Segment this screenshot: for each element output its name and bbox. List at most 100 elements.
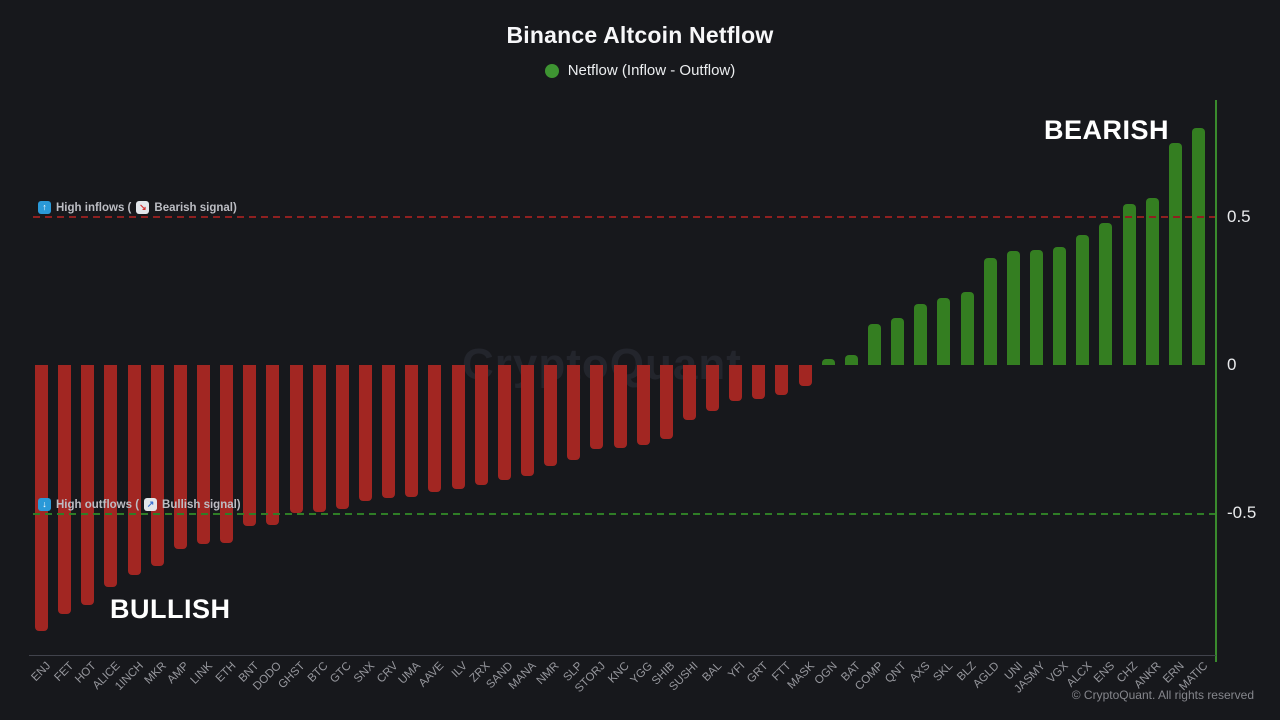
high-inflows-annotation: ↑ High inflows ( ↘ Bearish signal) bbox=[38, 201, 237, 214]
x-tick-label-LINK: LINK bbox=[188, 660, 215, 687]
bar-UNI bbox=[1006, 251, 1020, 365]
legend-label: Netflow (Inflow - Outflow) bbox=[567, 62, 736, 79]
bar-SNX bbox=[358, 365, 372, 502]
bar-JASMY bbox=[1030, 249, 1044, 365]
bar-1INCH bbox=[127, 365, 141, 576]
y-tick-label-0: 0 bbox=[1227, 355, 1237, 374]
bar-BNT bbox=[243, 365, 257, 527]
x-tick-label-ALCX: ALCX bbox=[1064, 660, 1095, 690]
bar-ANKR bbox=[1145, 197, 1159, 365]
x-tick-label-SNX: SNX bbox=[351, 660, 377, 686]
bar-SLP bbox=[567, 365, 581, 460]
bar-DODO bbox=[266, 365, 280, 525]
bar-FET bbox=[58, 365, 72, 614]
x-tick-label-AXS: AXS bbox=[907, 660, 933, 685]
x-tick-label-ETH: ETH bbox=[213, 660, 239, 685]
x-tick-label-QNT: QNT bbox=[883, 660, 910, 686]
upper-threshold-line bbox=[33, 216, 1216, 218]
x-axis-line bbox=[29, 655, 1216, 656]
copyright-notice: © CryptoQuant. All rights reserved bbox=[1071, 688, 1254, 702]
high-outflows-text: High outflows ( bbox=[56, 498, 140, 511]
bar-MANA bbox=[520, 365, 534, 476]
x-tick-label-MKR: MKR bbox=[142, 660, 169, 687]
chart-increasing-icon: ↗ bbox=[144, 498, 158, 511]
x-tick-label-GTC: GTC bbox=[328, 660, 354, 686]
legend: Netflow (Inflow - Outflow) bbox=[0, 62, 1280, 79]
x-tick-label-AMP: AMP bbox=[165, 660, 192, 687]
bar-AAVE bbox=[428, 365, 442, 493]
bullish-signal-text: Bullish signal) bbox=[162, 498, 241, 511]
x-tick-label-BAL: BAL bbox=[700, 660, 725, 684]
x-tick-label-ENS: ENS bbox=[1092, 660, 1118, 686]
bar-ALICE bbox=[104, 365, 118, 587]
bar-SHIB bbox=[659, 365, 673, 439]
bar-BAT bbox=[844, 354, 858, 365]
bar-ZRX bbox=[474, 365, 488, 485]
x-tick-label-SKL: SKL bbox=[931, 660, 956, 684]
high-inflows-text: High inflows ( bbox=[56, 201, 132, 214]
bar-NMR bbox=[544, 365, 558, 466]
bar-ERN bbox=[1168, 143, 1182, 365]
bar-MASK bbox=[798, 365, 812, 386]
legend-dot-icon bbox=[544, 63, 559, 78]
bearish-signal-text: Bearish signal) bbox=[154, 201, 237, 214]
bar-QNT bbox=[891, 317, 905, 365]
x-tick-label-GRT: GRT bbox=[744, 660, 771, 686]
x-tick-label-CRV: CRV bbox=[374, 660, 401, 686]
bar-HOT bbox=[81, 365, 95, 605]
bar-BTC bbox=[312, 365, 326, 512]
bar-MATIC bbox=[1192, 128, 1205, 365]
bar-SAND bbox=[497, 365, 511, 481]
x-tick-label-AAVE: AAVE bbox=[416, 660, 447, 690]
chart-decreasing-icon: ↘ bbox=[136, 201, 150, 214]
bar-LINK bbox=[196, 365, 210, 545]
bar-GRT bbox=[752, 365, 766, 400]
bar-VGX bbox=[1053, 246, 1067, 365]
bar-BLZ bbox=[960, 292, 974, 365]
y-tick-label-0.5: 0.5 bbox=[1227, 207, 1251, 226]
bar-KNC bbox=[613, 365, 627, 448]
bearish-region-label: BEARISH bbox=[1044, 115, 1170, 145]
bar-ILV bbox=[451, 365, 465, 490]
arrow-up-icon: ↑ bbox=[38, 201, 51, 214]
bar-ENS bbox=[1099, 222, 1113, 365]
bullish-region-label: BULLISH bbox=[110, 594, 231, 624]
bar-CRV bbox=[382, 365, 396, 499]
chart-title: Binance Altcoin Netflow bbox=[506, 22, 774, 48]
bar-ETH bbox=[220, 365, 234, 543]
x-tick-label-ILV: ILV bbox=[449, 660, 470, 681]
bar-GHST bbox=[289, 365, 303, 513]
bar-CHZ bbox=[1122, 203, 1136, 365]
x-tick-label-BTC: BTC bbox=[305, 660, 331, 685]
bar-YGG bbox=[636, 365, 650, 445]
x-tick-label-YFI: YFI bbox=[726, 660, 748, 682]
x-tick-label-FET: FET bbox=[52, 660, 77, 684]
bar-AXS bbox=[914, 304, 928, 365]
x-tick-label-YGG: YGG bbox=[628, 660, 655, 687]
bar-OGN bbox=[821, 359, 835, 365]
bar-UMA bbox=[405, 365, 419, 497]
bar-FTT bbox=[775, 365, 789, 395]
x-tick-label-KNC: KNC bbox=[605, 660, 632, 686]
x-tick-label-ENJ: ENJ bbox=[29, 660, 53, 684]
bar-MKR bbox=[150, 365, 164, 567]
lower-threshold-line bbox=[33, 513, 1216, 515]
x-tick-label-NMR: NMR bbox=[535, 660, 563, 688]
bar-BAL bbox=[706, 365, 720, 411]
bar-AGLD bbox=[983, 258, 997, 365]
bar-GTC bbox=[335, 365, 349, 509]
bar-AMP bbox=[173, 365, 187, 549]
bar-SUSHI bbox=[682, 365, 696, 420]
bar-SKL bbox=[937, 298, 951, 365]
bar-COMP bbox=[868, 323, 882, 365]
y-tick-label--0.5: -0.5 bbox=[1227, 503, 1257, 522]
high-outflows-annotation: ↓ High outflows ( ↗ Bullish signal) bbox=[38, 498, 241, 511]
arrow-down-icon: ↓ bbox=[38, 498, 51, 511]
bar-ALCX bbox=[1076, 234, 1090, 365]
x-tick-label-OGN: OGN bbox=[812, 660, 840, 688]
bar-STORJ bbox=[590, 365, 604, 450]
bar-YFI bbox=[729, 365, 743, 401]
y-axis-line bbox=[1215, 100, 1217, 662]
